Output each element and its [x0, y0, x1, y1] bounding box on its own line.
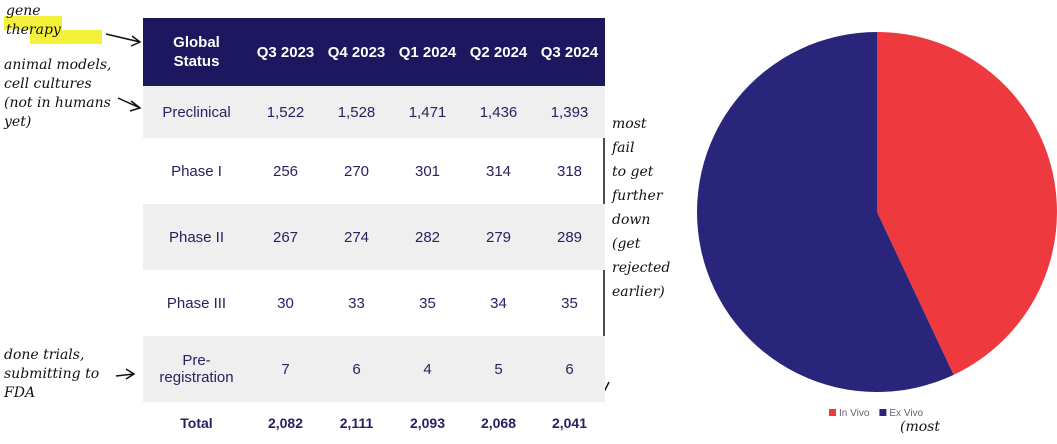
cell-value: 1,436 [463, 86, 534, 138]
legend-label: Ex Vivo [889, 408, 923, 419]
annotation: animal models, cell cultures (not in human… [4, 56, 111, 132]
cell-value: 35 [419, 294, 436, 312]
cell-value: 1,393 [534, 86, 605, 138]
row-label: Phase II [143, 204, 250, 270]
arrow [115, 368, 136, 380]
legend-swatch [879, 409, 887, 416]
annotation-line: FDA [4, 385, 36, 401]
cell-value: 1,522 [250, 86, 321, 138]
cell-value: 2,082 [267, 415, 304, 431]
header-cell: Q4 2023 [321, 18, 392, 86]
annotation-line: earlier) [612, 284, 665, 300]
annotation-line: done trials, [4, 347, 85, 363]
legend-label: In Vivo [839, 408, 870, 419]
annotation-line: (get [612, 236, 641, 252]
pie-slice [697, 32, 954, 392]
annotation-line: submitting to [4, 366, 100, 382]
cell-value: 2,068 [480, 415, 517, 431]
row-label: Pre-registration [143, 336, 250, 402]
row-label: Phase I [171, 162, 222, 180]
annotation: (most [900, 418, 940, 437]
annotation-line: fail [612, 140, 635, 156]
cell-value: 5 [463, 336, 534, 402]
cell-value: 2,111 [339, 415, 374, 431]
annotation-line: most [612, 116, 647, 132]
cell-value: 301 [414, 162, 441, 180]
annotation-line: to get [612, 164, 654, 180]
highlight [30, 30, 102, 44]
cell-value: 7 [250, 336, 321, 402]
arrow [105, 33, 142, 47]
cell-value: 1,471 [392, 86, 463, 138]
cell-value: 34 [490, 294, 507, 312]
cell-value: 35 [561, 294, 578, 312]
cell-value: 256 [272, 162, 299, 180]
row-label: Total [180, 415, 213, 431]
cell-value: 318 [556, 162, 583, 180]
cell-value: 267 [250, 204, 321, 270]
annotation-line: rejected [612, 260, 671, 276]
arrow [117, 97, 142, 112]
annotation-line: further [612, 188, 663, 204]
cell-value: 33 [348, 294, 365, 312]
cell-value: 279 [463, 204, 534, 270]
highlight [4, 16, 62, 30]
annotation-line: yet) [4, 114, 32, 130]
row-label: Phase III [166, 294, 227, 312]
cell-value: 2,041 [551, 415, 588, 431]
cell-value: 274 [321, 204, 392, 270]
cell-value: 270 [343, 162, 370, 180]
annotation-line: therapy [6, 22, 61, 38]
cell-value: 282 [392, 204, 463, 270]
annotation-line: (most [900, 419, 940, 435]
annotation-line: gene [6, 3, 41, 19]
annotation: most fail to get further down (get rejected ear… [612, 112, 670, 304]
cell-value: 314 [485, 162, 512, 180]
header-cell: Q2 2024 [463, 18, 534, 86]
annotation-line: down [612, 212, 651, 228]
cell-value: 1,528 [321, 86, 392, 138]
header-cell: Q1 2024 [392, 18, 463, 86]
pie-chart: In Vivo Ex Vivo [697, 32, 1057, 419]
cell-value: 6 [534, 336, 605, 402]
header-cell: Global Status [143, 18, 250, 86]
annotation-line: (not in humans [4, 95, 111, 111]
cell-value: 4 [392, 336, 463, 402]
row-label: Preclinical [143, 86, 250, 138]
cell-value: 30 [277, 294, 294, 312]
cell-value: 2,093 [409, 415, 446, 431]
annotation: gene therapy [6, 2, 61, 40]
annotation-line: cell cultures [4, 76, 92, 92]
pie-slice [877, 32, 1057, 375]
annotation-line: animal models, [4, 57, 112, 73]
legend-swatch [829, 409, 836, 416]
header-cell: Q3 2023 [250, 18, 321, 86]
header-cell: Q3 2024 [534, 18, 605, 86]
annotation: done trials, submitting to FDA [4, 346, 99, 403]
cell-value: 289 [534, 204, 605, 270]
cell-value: 6 [321, 336, 392, 402]
